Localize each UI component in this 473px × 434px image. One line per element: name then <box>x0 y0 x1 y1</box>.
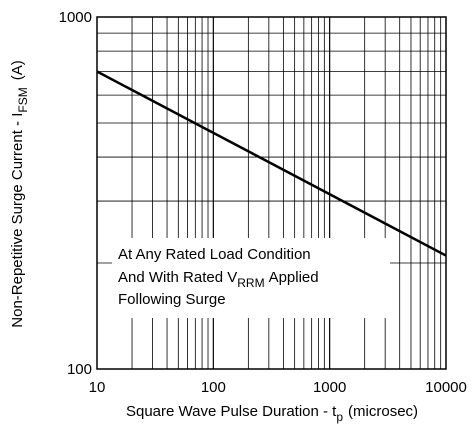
x-axis-title-suffix: (microsec) <box>348 403 418 420</box>
y-axis-title-sub: FSM <box>16 87 30 112</box>
x-tick-label: 10 <box>89 379 106 396</box>
x-tick-label: 10000 <box>425 379 467 396</box>
series-line-1 <box>96 70 447 257</box>
x-tick-label: 1000 <box>313 379 346 396</box>
x-axis-title: Square Wave Pulse Duration - tp (microsec… <box>126 403 418 424</box>
y-axis-title-suffix: (A) <box>9 60 26 80</box>
x-axis-title-sub: p <box>336 410 343 424</box>
y-axis-title: Non-Repetitive Surge Current - IFSM (A) <box>9 60 30 327</box>
series-layer <box>96 70 447 257</box>
y-axis-title-main: Non-Repetitive Surge Current - I <box>9 113 26 328</box>
annotation-line-1: At Any Rated Load Condition <box>118 246 311 263</box>
annotation-line-2: And With Rated VRRM Applied <box>118 269 319 290</box>
x-axis-title-main: Square Wave Pulse Duration - t <box>126 403 337 420</box>
plot-frame <box>96 16 447 370</box>
annotation-line-3: Following Surge <box>118 291 226 308</box>
annotation-line-2-sub: RRM <box>237 276 264 290</box>
annotation-line-2-main: And With Rated V <box>118 269 237 286</box>
y-tick-label: 1000 <box>59 9 92 26</box>
annotation-box <box>112 238 390 318</box>
x-tick-label: 100 <box>201 379 226 396</box>
y-tick-label: 100 <box>67 361 92 378</box>
annotation-line-2-suffix: Applied <box>269 269 319 286</box>
